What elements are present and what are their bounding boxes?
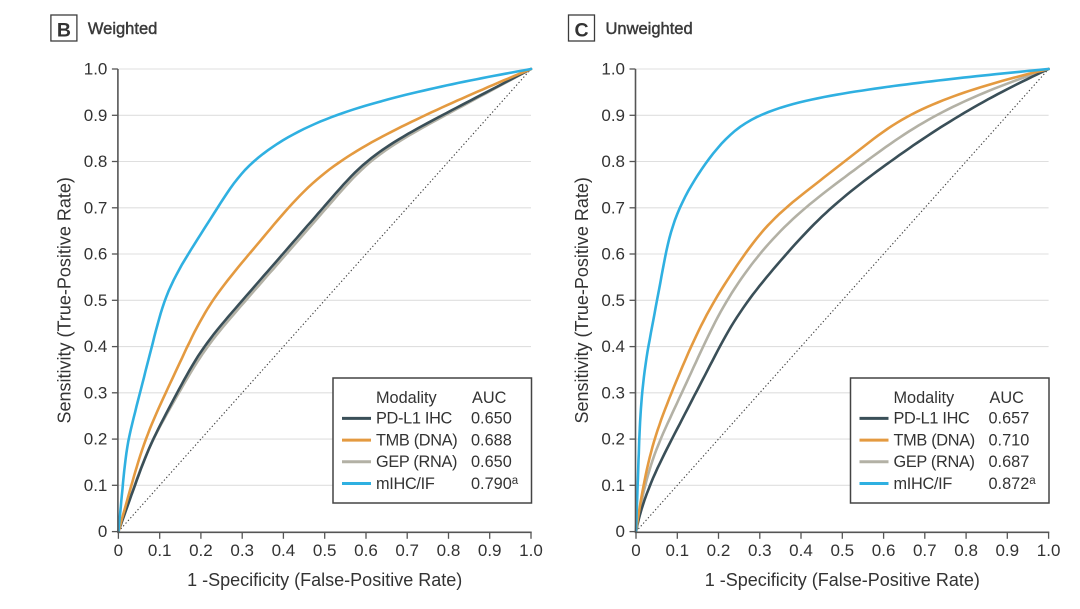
svg-text:0.5: 0.5 [830, 541, 854, 560]
svg-text:0.8: 0.8 [84, 152, 108, 171]
svg-text:0.872a: 0.872a [989, 475, 1037, 493]
svg-text:0: 0 [114, 541, 123, 560]
svg-text:0.9: 0.9 [995, 541, 1019, 560]
svg-text:GEP (RNA): GEP (RNA) [376, 453, 457, 471]
svg-text:mIHC/IF: mIHC/IF [894, 475, 953, 493]
svg-text:0.9: 0.9 [478, 541, 502, 560]
svg-text:0.790a: 0.790a [471, 475, 519, 493]
svg-text:Unweighted: Unweighted [606, 20, 693, 38]
svg-text:C: C [574, 20, 588, 42]
svg-text:0.5: 0.5 [84, 291, 108, 310]
svg-text:0.657: 0.657 [989, 410, 1030, 428]
svg-text:Modality: Modality [376, 389, 437, 407]
svg-text:0.4: 0.4 [84, 337, 108, 356]
svg-text:0.6: 0.6 [601, 245, 625, 264]
svg-text:0.1: 0.1 [665, 541, 689, 560]
svg-text:0.4: 0.4 [789, 541, 813, 560]
svg-text:0: 0 [616, 522, 625, 541]
svg-text:0.6: 0.6 [84, 245, 108, 264]
svg-text:0.7: 0.7 [395, 541, 419, 560]
svg-text:Sensitivity (True-Positive Rat: Sensitivity (True-Positive Rate) [54, 177, 74, 423]
svg-text:0.7: 0.7 [84, 198, 108, 217]
svg-text:mIHC/IF: mIHC/IF [376, 475, 435, 493]
svg-text:0.7: 0.7 [913, 541, 937, 560]
svg-text:0.710: 0.710 [989, 431, 1030, 449]
svg-text:0: 0 [631, 541, 640, 560]
svg-text:TMB (DNA): TMB (DNA) [376, 431, 457, 449]
svg-text:1.0: 1.0 [84, 60, 108, 79]
svg-text:0.650: 0.650 [471, 453, 512, 471]
svg-text:1 -Specificity (False-Positive: 1 -Specificity (False-Positive Rate) [187, 570, 462, 590]
svg-text:1.0: 1.0 [601, 60, 625, 79]
svg-text:0.3: 0.3 [748, 541, 772, 560]
svg-text:0.687: 0.687 [989, 453, 1030, 471]
svg-text:Weighted: Weighted [88, 20, 157, 38]
svg-text:1.0: 1.0 [519, 541, 543, 560]
svg-text:0.1: 0.1 [148, 541, 172, 560]
svg-text:1.0: 1.0 [1037, 541, 1061, 560]
svg-text:0.688: 0.688 [471, 431, 512, 449]
svg-text:0.2: 0.2 [84, 430, 108, 449]
svg-text:0.2: 0.2 [707, 541, 731, 560]
svg-text:GEP (RNA): GEP (RNA) [894, 453, 975, 471]
svg-text:0.4: 0.4 [601, 337, 625, 356]
svg-text:0.3: 0.3 [601, 383, 625, 402]
svg-text:TMB (DNA): TMB (DNA) [894, 431, 975, 449]
svg-text:0.6: 0.6 [354, 541, 378, 560]
svg-text:0.1: 0.1 [601, 476, 625, 495]
svg-text:0.1: 0.1 [84, 476, 108, 495]
svg-text:Modality: Modality [894, 389, 955, 407]
svg-text:1 -Specificity (False-Positive: 1 -Specificity (False-Positive Rate) [705, 570, 980, 590]
svg-text:AUC: AUC [990, 389, 1025, 407]
svg-text:0.7: 0.7 [601, 198, 625, 217]
svg-text:0.9: 0.9 [84, 106, 108, 125]
svg-text:0.650: 0.650 [471, 410, 512, 428]
svg-text:0.2: 0.2 [189, 541, 213, 560]
svg-text:PD-L1 IHC: PD-L1 IHC [894, 410, 971, 428]
svg-text:0.5: 0.5 [601, 291, 625, 310]
svg-text:0.9: 0.9 [601, 106, 625, 125]
svg-text:Sensitivity (True-Positive Rat: Sensitivity (True-Positive Rate) [572, 177, 592, 423]
svg-text:0.3: 0.3 [230, 541, 254, 560]
svg-text:0.8: 0.8 [437, 541, 461, 560]
svg-text:B: B [57, 20, 71, 42]
svg-text:0.2: 0.2 [601, 430, 625, 449]
svg-text:AUC: AUC [472, 389, 507, 407]
svg-text:0.8: 0.8 [601, 152, 625, 171]
svg-text:0.3: 0.3 [84, 383, 108, 402]
svg-text:0.8: 0.8 [954, 541, 978, 560]
svg-text:PD-L1 IHC: PD-L1 IHC [376, 410, 453, 428]
svg-text:0.4: 0.4 [272, 541, 296, 560]
svg-text:0.6: 0.6 [872, 541, 896, 560]
svg-text:0.5: 0.5 [313, 541, 337, 560]
svg-text:0: 0 [98, 522, 107, 541]
